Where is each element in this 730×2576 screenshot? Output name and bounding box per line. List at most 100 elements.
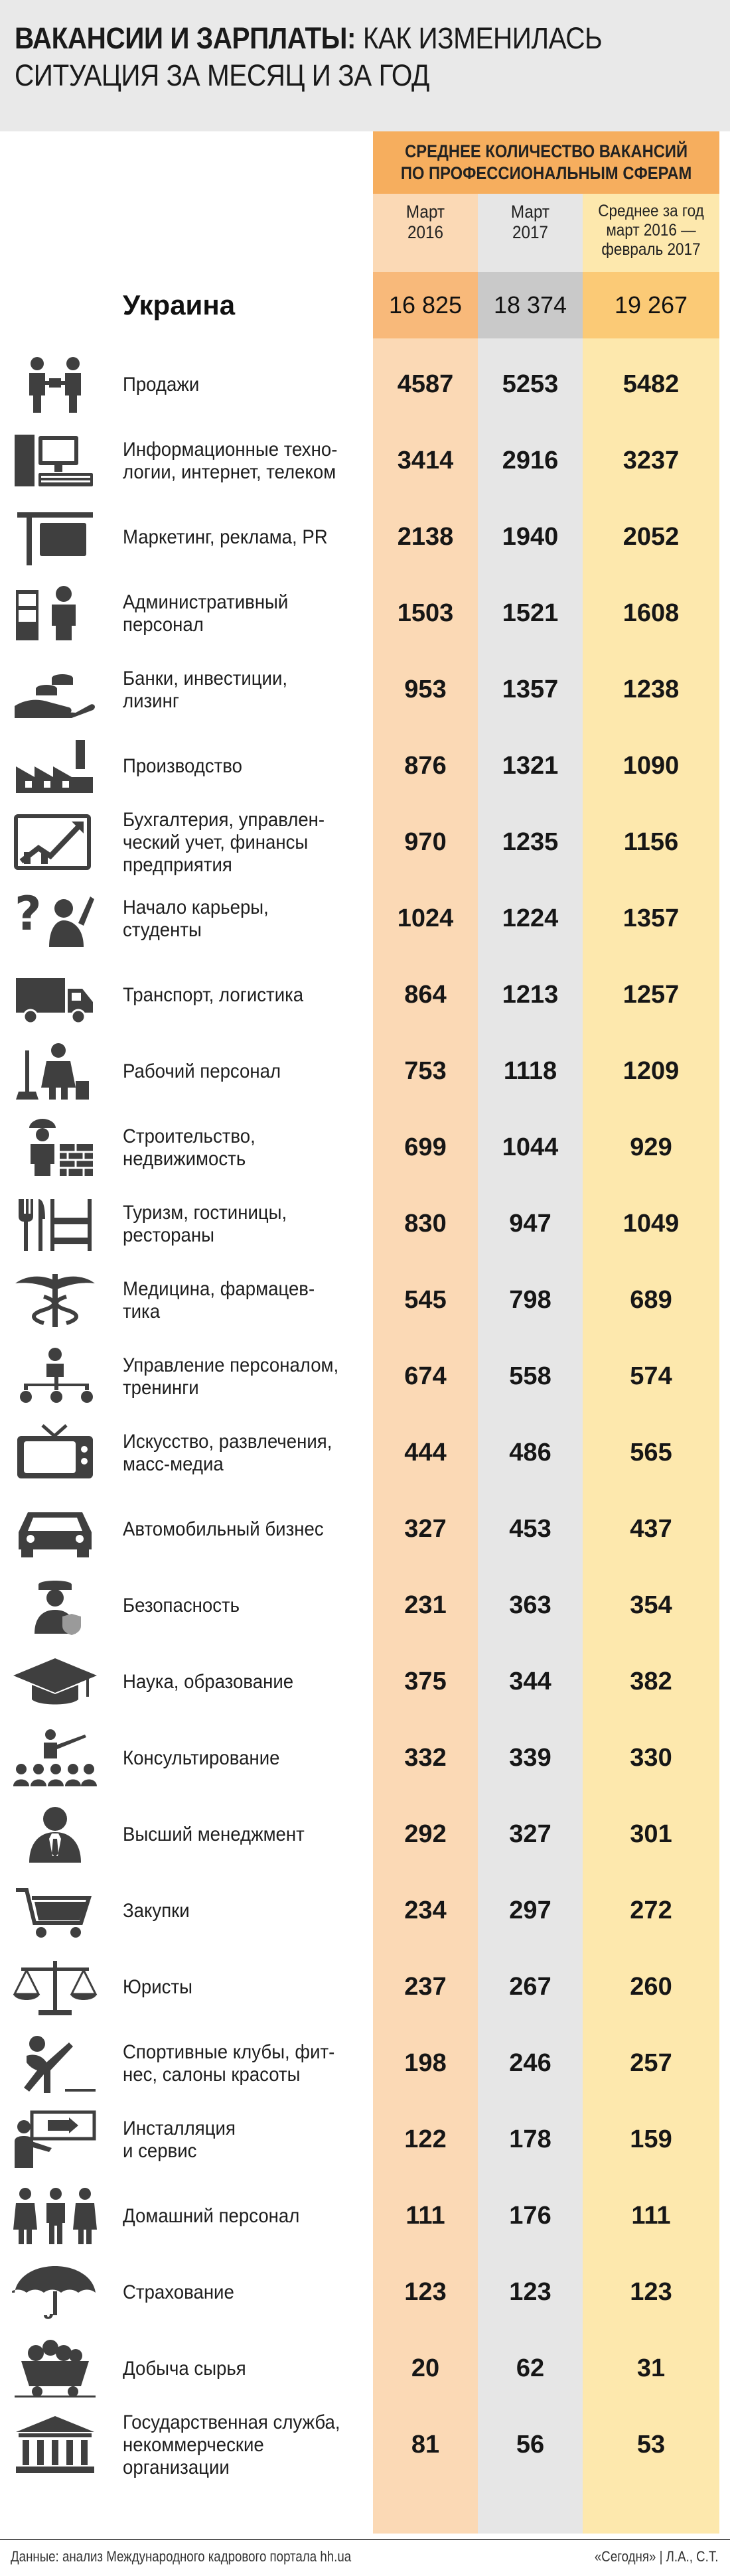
value-march-2017: 344 <box>509 1668 551 1695</box>
row-label: Банки, инвестиции, лизинг <box>123 652 368 728</box>
value-march-2017: 1118 <box>503 1057 557 1085</box>
row-label-text: Наука, образование <box>123 1670 294 1693</box>
manager-icon <box>12 1804 98 1864</box>
row-label-text: Производство <box>123 754 242 777</box>
row-label-text: Домашний персонал <box>123 2204 300 2227</box>
footer-source: Данные: анализ Международного кадрового … <box>11 2548 352 2565</box>
table-header-band: СРЕДНЕЕ КОЛИЧЕСТВО ВАКАНСИЙ ПО ПРОФЕССИО… <box>373 131 719 194</box>
row-label-text: Туризм, гостиницы, рестораны <box>123 1201 287 1246</box>
table-row: Страхование 123 123 123 <box>0 2254 730 2330</box>
row-label-text: Безопасность <box>123 1594 240 1616</box>
value-march-2016: 830 <box>404 1210 447 1238</box>
row-label-text: Бухгалтерия, управлен- ческий учет, фина… <box>123 808 325 876</box>
value-march-2017: 1521 <box>502 599 559 627</box>
value-march-2016: 111 <box>405 2202 445 2230</box>
table-header-text: СРЕДНЕЕ КОЛИЧЕСТВО ВАКАНСИЙ ПО ПРОФЕССИО… <box>400 141 692 183</box>
guard-icon <box>12 1575 98 1635</box>
office-worker-icon <box>12 583 98 643</box>
hand-coins-icon <box>12 660 98 719</box>
row-label: Маркетинг, реклама, PR <box>123 499 368 575</box>
column-header-year-average: Среднее за год март 2016 — февраль 2017 <box>583 202 719 259</box>
value-march-2017: 123 <box>509 2278 551 2306</box>
mine-cart-icon <box>12 2338 98 2398</box>
column-header-text: Март 2016 <box>405 202 445 242</box>
growth-chart-icon <box>12 812 98 872</box>
total-cell-bg <box>583 272 719 338</box>
table-row: Рабочий персонал 753 1118 1209 <box>0 1033 730 1109</box>
table-row: Государственная служба, некоммерческие о… <box>0 2407 730 2483</box>
value-march-2016: 20 <box>411 2354 440 2382</box>
value-march-2016: 3414 <box>397 447 454 474</box>
scales-icon <box>12 1957 98 2017</box>
row-label: Домашний персонал <box>123 2178 368 2254</box>
value-year-average: 574 <box>630 1362 672 1390</box>
value-year-average: 257 <box>630 2049 672 2077</box>
title-panel: ВАКАНСИИ И ЗАРПЛАТЫ: КАК ИЗМЕНИЛАСЬ СИТУ… <box>0 0 730 131</box>
value-march-2016: 123 <box>404 2278 447 2306</box>
value-march-2016: 375 <box>404 1668 447 1695</box>
value-march-2017: 363 <box>509 1591 551 1619</box>
table-row: Туризм, гостиницы, рестораны 830 947 1049 <box>0 1186 730 1262</box>
value-march-2016: 122 <box>404 2125 447 2153</box>
table-row: Юристы 237 267 260 <box>0 1949 730 2025</box>
row-label-text: Страхование <box>123 2281 234 2303</box>
cleaner-icon <box>12 1041 98 1101</box>
table-row: Искусство, развлечения, масс-медиа 444 486… <box>0 1415 730 1491</box>
value-year-average: 31 <box>636 2354 666 2382</box>
row-label-text: Административный персонал <box>123 591 289 636</box>
value-year-average: 111 <box>631 2202 671 2230</box>
row-label-text: Высший менеджмент <box>123 1823 305 1845</box>
table-row: Банки, инвестиции, лизинг 953 1357 1238 <box>0 652 730 728</box>
handshake-people-icon <box>12 354 98 414</box>
value-march-2016: 234 <box>404 1896 447 1924</box>
row-label: Административный персонал <box>123 575 368 652</box>
row-label-text: Маркетинг, реклама, PR <box>123 526 328 548</box>
value-march-2016: 231 <box>404 1591 447 1619</box>
svg-text:?: ? <box>15 889 42 941</box>
table-row: Бухгалтерия, управлен- ческий учет, фина… <box>0 804 730 881</box>
value-march-2016: 753 <box>404 1057 447 1085</box>
title-bold: ВАКАНСИИ И ЗАРПЛАТЫ: <box>15 21 356 55</box>
value-year-average: 159 <box>630 2125 672 2153</box>
footer: Данные: анализ Международного кадрового … <box>0 2539 730 2576</box>
row-label-text: Управление персоналом, тренинги <box>123 1354 339 1399</box>
government-building-icon <box>12 2415 98 2474</box>
row-label-text: Начало карьеры, студенты <box>123 896 269 941</box>
row-label-text: Спортивные клубы, фит- нес, салоны красо… <box>123 2040 335 2086</box>
page-title: ВАКАНСИИ И ЗАРПЛАТЫ: КАК ИЗМЕНИЛАСЬ СИТУ… <box>15 20 648 94</box>
table-row: Домашний персонал 111 176 111 <box>0 2178 730 2254</box>
total-value-year-average: 19 267 <box>614 291 688 319</box>
value-march-2016: 699 <box>404 1133 447 1161</box>
value-march-2017: 1940 <box>502 523 559 551</box>
value-march-2017: 56 <box>516 2431 545 2459</box>
row-label: Консультирование <box>123 1720 368 1796</box>
value-year-average: 1156 <box>623 828 679 856</box>
value-year-average: 929 <box>630 1133 672 1161</box>
shopping-cart-icon <box>12 1881 98 1940</box>
row-label: Туризм, гостиницы, рестораны <box>123 1186 368 1262</box>
table-row: Продажи 4587 5253 5482 <box>0 346 730 423</box>
value-march-2017: 297 <box>509 1896 551 1924</box>
value-march-2017: 176 <box>509 2202 551 2230</box>
row-label: Инсталляция и сервис <box>123 2102 368 2178</box>
value-march-2016: 864 <box>404 981 447 1009</box>
builder-icon <box>12 1117 98 1177</box>
value-year-average: 565 <box>630 1439 672 1467</box>
installer-icon <box>12 2110 98 2169</box>
column-header-march-2016: Март 2016 <box>373 202 478 243</box>
value-march-2017: 5253 <box>502 370 559 398</box>
table-row: Высший менеджмент 292 327 301 <box>0 1796 730 1873</box>
value-march-2017: 246 <box>509 2049 551 2077</box>
household-staff-icon <box>12 2186 98 2246</box>
car-icon <box>12 1499 98 1559</box>
value-march-2017: 178 <box>509 2125 551 2153</box>
row-label: Управление персоналом, тренинги <box>123 1338 368 1415</box>
value-year-average: 330 <box>630 1744 672 1772</box>
value-march-2017: 453 <box>509 1515 551 1543</box>
table-row: Спортивные клубы, фит- нес, салоны красо… <box>0 2025 730 2102</box>
total-value-march-2016: 16 825 <box>388 291 463 319</box>
table-row: Управление персоналом, тренинги 674 558 574 <box>0 1338 730 1415</box>
graduation-cap-icon <box>12 1652 98 1711</box>
row-label: Строительство, недвижимость <box>123 1109 368 1186</box>
value-year-average: 123 <box>630 2278 672 2306</box>
